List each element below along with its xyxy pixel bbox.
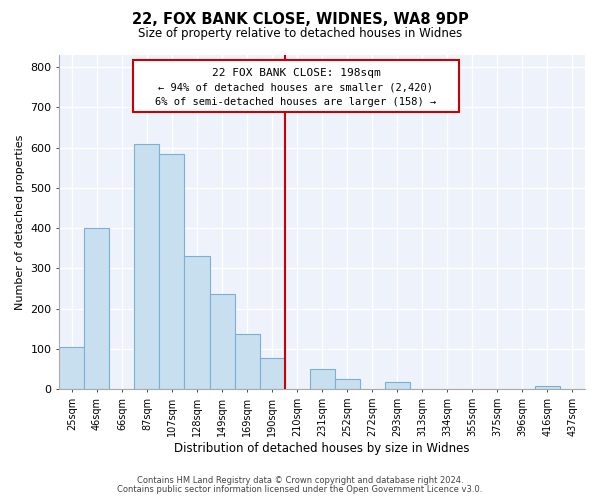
Text: Size of property relative to detached houses in Widnes: Size of property relative to detached ho… [138, 28, 462, 40]
Bar [260, 358, 284, 390]
Text: 6% of semi-detached houses are larger (158) →: 6% of semi-detached houses are larger (1… [155, 97, 437, 107]
Bar [184, 256, 209, 390]
Bar [59, 347, 85, 390]
X-axis label: Distribution of detached houses by size in Widnes: Distribution of detached houses by size … [175, 442, 470, 455]
Text: Contains HM Land Registry data © Crown copyright and database right 2024.: Contains HM Land Registry data © Crown c… [137, 476, 463, 485]
Text: 22, FOX BANK CLOSE, WIDNES, WA8 9DP: 22, FOX BANK CLOSE, WIDNES, WA8 9DP [131, 12, 469, 28]
Bar [235, 334, 260, 390]
Bar [85, 228, 109, 390]
Text: Contains public sector information licensed under the Open Government Licence v3: Contains public sector information licen… [118, 485, 482, 494]
Bar [385, 382, 410, 390]
Bar [160, 154, 184, 390]
Text: ← 94% of detached houses are smaller (2,420): ← 94% of detached houses are smaller (2,… [158, 82, 433, 92]
Bar [134, 144, 160, 390]
FancyBboxPatch shape [133, 60, 459, 112]
Bar [310, 369, 335, 390]
Y-axis label: Number of detached properties: Number of detached properties [15, 134, 25, 310]
Bar [209, 294, 235, 390]
Bar [335, 379, 360, 390]
Bar [535, 386, 560, 390]
Text: 22 FOX BANK CLOSE: 198sqm: 22 FOX BANK CLOSE: 198sqm [212, 68, 380, 78]
